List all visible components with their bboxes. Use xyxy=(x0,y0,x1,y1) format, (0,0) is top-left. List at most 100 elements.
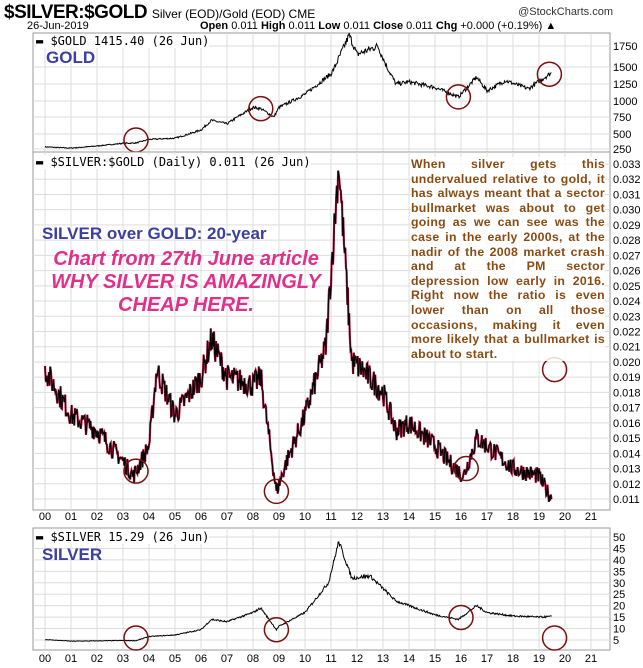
y-tick-label: 1250 xyxy=(613,79,637,91)
x-tick-label: 13 xyxy=(377,653,389,665)
y-tick-label: 0.018 xyxy=(613,387,641,399)
y-tick-label: 5 xyxy=(613,635,619,647)
y-tick-label: 0.015 xyxy=(613,433,641,445)
close-value: 0.011 xyxy=(406,20,433,32)
legend-silver: ▬ $SILVER 15.29 (26 Jun) xyxy=(36,530,210,544)
x-tick-label: 17 xyxy=(481,653,493,665)
low-value: 0.011 xyxy=(343,20,371,32)
open-label: Open xyxy=(200,20,229,32)
highlight-circle xyxy=(445,84,472,110)
x-tick-label: 02 xyxy=(91,653,103,665)
x-tick-label: 08 xyxy=(247,653,259,665)
x-tick-label: 07 xyxy=(221,511,233,523)
symbol: $SILVER:$GOLD xyxy=(4,2,148,23)
x-tick-label: 04 xyxy=(143,511,155,523)
x-tick-label: 11 xyxy=(325,511,336,523)
x-tick-label: 15 xyxy=(429,653,441,665)
description: Silver (EOD)/Gold (EOD) CME xyxy=(151,7,316,21)
close-label: Close xyxy=(373,20,404,32)
x-tick-label: 07 xyxy=(221,653,233,665)
y-tick-label: 0.031 xyxy=(613,189,641,201)
x-tick-label: 12 xyxy=(351,653,363,665)
y-tick-label: 0.011 xyxy=(613,494,640,506)
article-line-3: CHEAP HERE. xyxy=(118,294,254,316)
chg-label: Chg xyxy=(435,20,458,32)
article-line-1: Chart from 27th June article xyxy=(53,248,319,270)
x-tick-label: 20 xyxy=(559,511,571,523)
y-tick-label: 0.023 xyxy=(613,311,641,323)
y-tick-label: 10 xyxy=(613,624,625,636)
open-value: 0.011 xyxy=(231,20,258,32)
x-tick-label: 05 xyxy=(169,653,181,665)
x-tick-label: 10 xyxy=(299,511,311,523)
series-line-1 xyxy=(44,170,552,502)
y-tick-label: 0.033 xyxy=(613,159,641,171)
x-tick-label: 12 xyxy=(351,511,363,523)
x-tick-label: 19 xyxy=(533,653,545,665)
highlight-circle xyxy=(536,61,563,87)
legend-ratio-text: $SILVER:$GOLD (Daily) 0.011 (26 Jun) xyxy=(50,155,311,169)
x-tick-label: 00 xyxy=(39,653,51,665)
y-tick-label: 50 xyxy=(613,532,625,544)
x-tick-label: 17 xyxy=(481,511,493,523)
panel-frame-0 xyxy=(32,32,611,153)
legend-silver-text: $SILVER 15.29 (26 Jun) xyxy=(50,530,210,544)
legend-gold-text: $GOLD 1415.40 (26 Jun) xyxy=(50,34,210,48)
chart-title: $SILVER:$GOLD Silver (EOD)/Gold (EOD) CM… xyxy=(4,2,315,24)
y-tick-label: 0.019 xyxy=(613,372,641,384)
y-tick-label: 0.030 xyxy=(613,205,641,217)
x-tick-label: 02 xyxy=(91,511,103,523)
y-tick-label: 1500 xyxy=(613,62,637,74)
low-label: Low xyxy=(318,20,341,32)
x-tick-label: 03 xyxy=(117,653,129,665)
y-tick-label: 250 xyxy=(613,144,631,156)
y-tick-label: 30 xyxy=(613,578,625,590)
series-line-2 xyxy=(44,541,552,642)
y-tick-label: 1750 xyxy=(613,41,637,53)
y-tick-label: 15 xyxy=(613,612,625,624)
y-tick-label: 0.028 xyxy=(613,235,641,247)
y-tick-label: 40 xyxy=(613,555,625,567)
x-tick-label: 16 xyxy=(455,511,467,523)
y-tick-label: 25 xyxy=(613,589,625,601)
x-tick-label: 21 xyxy=(585,511,597,523)
panel-frame-2 xyxy=(32,527,611,651)
high-value: 0.011 xyxy=(288,20,316,32)
x-tick-label: 04 xyxy=(143,653,155,665)
highlight-circle xyxy=(263,478,290,505)
x-tick-label: 09 xyxy=(273,511,285,523)
y-tick-label: 1000 xyxy=(613,96,637,108)
x-tick-label: 09 xyxy=(273,653,285,665)
highlight-circle xyxy=(453,455,479,482)
ohlc: Open 0.011 High 0.011 Low 0.011 Close 0.… xyxy=(200,20,557,32)
y-tick-label: 0.029 xyxy=(613,220,641,232)
x-tick-label: 18 xyxy=(507,511,519,523)
x-tick-label: 20 xyxy=(559,653,571,665)
y-tick-label: 20 xyxy=(613,601,625,613)
x-tick-label: 13 xyxy=(377,511,389,523)
y-tick-label: 0.016 xyxy=(613,418,641,430)
legend-gold: ▬ $GOLD 1415.40 (26 Jun) xyxy=(36,34,210,48)
y-tick-label: 500 xyxy=(613,129,631,141)
y-tick-label: 0.021 xyxy=(613,342,641,354)
y-tick-label: 0.032 xyxy=(613,174,641,186)
y-tick-label: 0.013 xyxy=(613,464,641,476)
x-tick-label: 06 xyxy=(195,511,207,523)
chg-value: +0.000 (+0.19%) xyxy=(460,20,543,32)
commentary-text: When silver gets this undervalued relati… xyxy=(411,157,605,362)
x-tick-label: 19 xyxy=(533,511,545,523)
y-tick-label: 0.014 xyxy=(613,448,641,460)
y-tick-label: 0.027 xyxy=(613,250,641,262)
x-tick-label: 00 xyxy=(39,511,51,523)
article-line-2: WHY SILVER IS AMAZINGLY xyxy=(51,271,321,293)
x-tick-label: 16 xyxy=(455,653,467,665)
x-tick-label: 21 xyxy=(585,653,597,665)
y-tick-label: 0.024 xyxy=(613,296,641,308)
highlight-circle xyxy=(123,625,149,651)
x-tick-label: 01 xyxy=(65,511,77,523)
y-tick-label: 0.022 xyxy=(613,327,641,339)
x-tick-label: 18 xyxy=(507,653,519,665)
y-tick-label: 35 xyxy=(613,566,625,578)
high-label: High xyxy=(260,20,286,32)
x-tick-label: 15 xyxy=(429,511,441,523)
